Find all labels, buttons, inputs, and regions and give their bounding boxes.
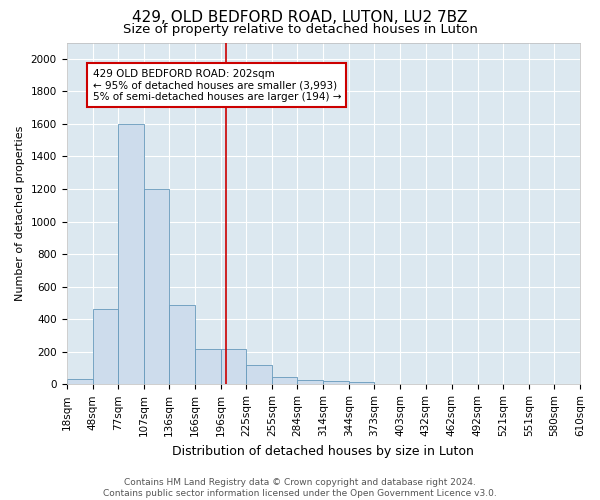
Text: Contains HM Land Registry data © Crown copyright and database right 2024.
Contai: Contains HM Land Registry data © Crown c…	[103, 478, 497, 498]
Bar	[349, 382, 374, 384]
Bar	[118, 124, 144, 384]
Bar	[67, 378, 92, 384]
Bar	[92, 310, 118, 384]
Bar	[323, 381, 349, 384]
Y-axis label: Number of detached properties: Number of detached properties	[15, 126, 25, 301]
Text: Size of property relative to detached houses in Luton: Size of property relative to detached ho…	[122, 22, 478, 36]
Bar	[169, 304, 195, 384]
Text: 429 OLD BEDFORD ROAD: 202sqm
← 95% of detached houses are smaller (3,993)
5% of : 429 OLD BEDFORD ROAD: 202sqm ← 95% of de…	[92, 68, 341, 102]
Bar	[297, 380, 323, 384]
Bar	[272, 377, 297, 384]
Bar	[221, 350, 246, 384]
Bar	[144, 189, 169, 384]
Bar	[246, 365, 272, 384]
Bar	[195, 350, 221, 384]
Text: 429, OLD BEDFORD ROAD, LUTON, LU2 7BZ: 429, OLD BEDFORD ROAD, LUTON, LU2 7BZ	[132, 10, 468, 25]
X-axis label: Distribution of detached houses by size in Luton: Distribution of detached houses by size …	[172, 444, 474, 458]
